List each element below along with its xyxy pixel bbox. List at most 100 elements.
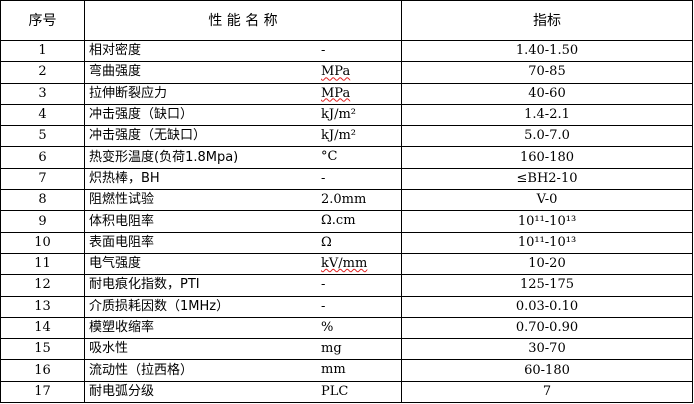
property-cell: 体积电阻率 Ω.cm [84,210,402,233]
property-cell: 冲击强度（无缺口） kJ/m² [84,125,402,148]
header-row: 序号 性 能 名 称 指标 [0,0,693,41]
table-row: 3 拉伸断裂应力 MPa 40-60 [0,82,693,105]
table-row: 10 表面电阻率 Ω 10¹¹-10¹³ [0,231,693,254]
table-row: 2 弯曲强度 MPa 70-85 [0,61,693,84]
table-row: 16 流动性（拉西格） mm 60-180 [0,359,693,382]
property-name: 炽热棒，BH [89,170,160,186]
row-number: 4 [0,103,85,127]
property-name: 介质损耗因数（1MHz） [89,298,230,314]
property-value: 10¹¹-10¹³ [401,231,693,254]
property-value: 125-175 [401,274,693,297]
property-value: 30-70 [401,338,693,361]
property-name: 冲击强度（无缺口） [89,128,207,144]
property-name: 体积电阻率 [89,213,155,229]
property-value: 10¹¹-10¹³ [401,210,693,233]
property-unit: - [321,298,326,314]
property-cell: 弯曲强度 MPa [84,61,402,84]
row-number: 15 [0,338,85,361]
property-unit: % [321,319,334,335]
property-name: 热变形温度(负荷1.8Mpa) [89,149,239,165]
property-unit: - [321,170,326,186]
property-value: V-0 [401,189,693,212]
property-value: 160-180 [401,146,693,169]
table-row: 4 冲击强度（缺口） kJ/m² 1.4-2.1 [0,103,693,127]
row-number: 7 [0,167,85,191]
property-value: 0.70-0.90 [401,316,693,340]
property-name: 耐电弧分级 [89,383,155,399]
property-cell: 模塑收缩率% [84,316,402,340]
property-value: 70-85 [401,61,693,84]
property-cell: 表面电阻率 Ω [84,231,402,254]
property-name: 耐电痕化指数，PTI [89,277,200,293]
row-number: 10 [0,231,85,254]
property-cell: 冲击强度（缺口） kJ/m² [84,103,402,127]
property-value: 60-180 [401,359,693,382]
property-cell: 流动性（拉西格） mm [84,359,402,382]
property-cell: 炽热棒，BH - [84,167,402,191]
property-unit: mg [321,341,342,357]
property-cell: 热变形温度(负荷1.8Mpa) °C [84,146,402,169]
row-number: 14 [0,316,85,340]
property-cell: 介质损耗因数（1MHz） - [84,295,402,318]
property-name: 拉伸断裂应力 [89,85,168,101]
header-value: 指标 [401,0,693,41]
property-value: 10-20 [401,252,693,276]
property-unit: 2.0mm [321,192,367,208]
property-unit: Ω [321,234,332,250]
header-no: 序号 [0,0,85,41]
row-number: 1 [0,39,85,63]
property-value: 40-60 [401,82,693,105]
property-name: 电气强度 [89,256,142,272]
property-unit: °C [321,149,338,165]
property-cell: 耐电弧分级 PLC [84,380,402,404]
row-number: 6 [0,146,85,169]
row-number: 13 [0,295,85,318]
property-value: 1.4-2.1 [401,103,693,127]
table-row: 12 耐电痕化指数，PTI - 125-175 [0,274,693,297]
property-unit: MPa [321,85,351,101]
property-name: 吸水性 [89,341,129,357]
property-unit: - [321,277,326,293]
property-unit: PLC [321,383,349,399]
property-value: 1.40-1.50 [401,39,693,63]
table-row: 15 吸水性 mg 30-70 [0,338,693,361]
property-cell: 阻燃性试验 2.0mm [84,189,402,212]
property-unit: Ω.cm [321,213,356,229]
property-unit: kJ/m² [321,128,357,144]
property-cell: 拉伸断裂应力 MPa [84,82,402,105]
property-unit: mm [321,362,346,378]
table-row: 17 耐电弧分级 PLC 7 [0,380,693,404]
property-cell: 吸水性 mg [84,338,402,361]
property-unit: kV/mm [321,255,368,271]
property-unit: - [321,43,326,58]
property-name: 表面电阻率 [89,234,155,250]
property-value: ≤BH2-10 [401,167,693,191]
row-number: 5 [0,125,85,148]
table-row: 8 阻燃性试验 2.0mm V-0 [0,189,693,212]
property-cell: 耐电痕化指数，PTI - [84,274,402,297]
property-value: 5.0-7.0 [401,125,693,148]
property-unit: kJ/m² [321,106,357,122]
property-value: 0.03-0.10 [401,295,693,318]
property-cell: 相对密度 - [84,39,402,63]
row-number: 17 [0,380,85,404]
table-row: 6 热变形温度(负荷1.8Mpa) °C 160-180 [0,146,693,169]
table-row: 14 模塑收缩率% 0.70-0.90 [0,316,693,340]
row-number: 3 [0,82,85,105]
row-number: 16 [0,359,85,382]
header-name: 性 能 名 称 [84,0,402,41]
property-name: 弯曲强度 [89,64,142,80]
property-name: 相对密度 [89,43,142,59]
row-number: 2 [0,61,85,84]
table-row: 1 相对密度 - 1.40-1.50 [0,39,693,63]
property-value: 7 [401,380,693,404]
row-number: 8 [0,189,85,212]
property-cell: 电气强度 kV/mm [84,252,402,276]
table-row: 13 介质损耗因数（1MHz） - 0.03-0.10 [0,295,693,318]
table-row: 9 体积电阻率 Ω.cm 10¹¹-10¹³ [0,210,693,233]
property-name: 流动性（拉西格） [89,362,194,378]
table-row: 7 炽热棒，BH - ≤BH2-10 [0,167,693,191]
row-number: 12 [0,274,85,297]
table-row: 5 冲击强度（无缺口） kJ/m² 5.0-7.0 [0,125,693,148]
property-unit: MPa [321,64,351,80]
